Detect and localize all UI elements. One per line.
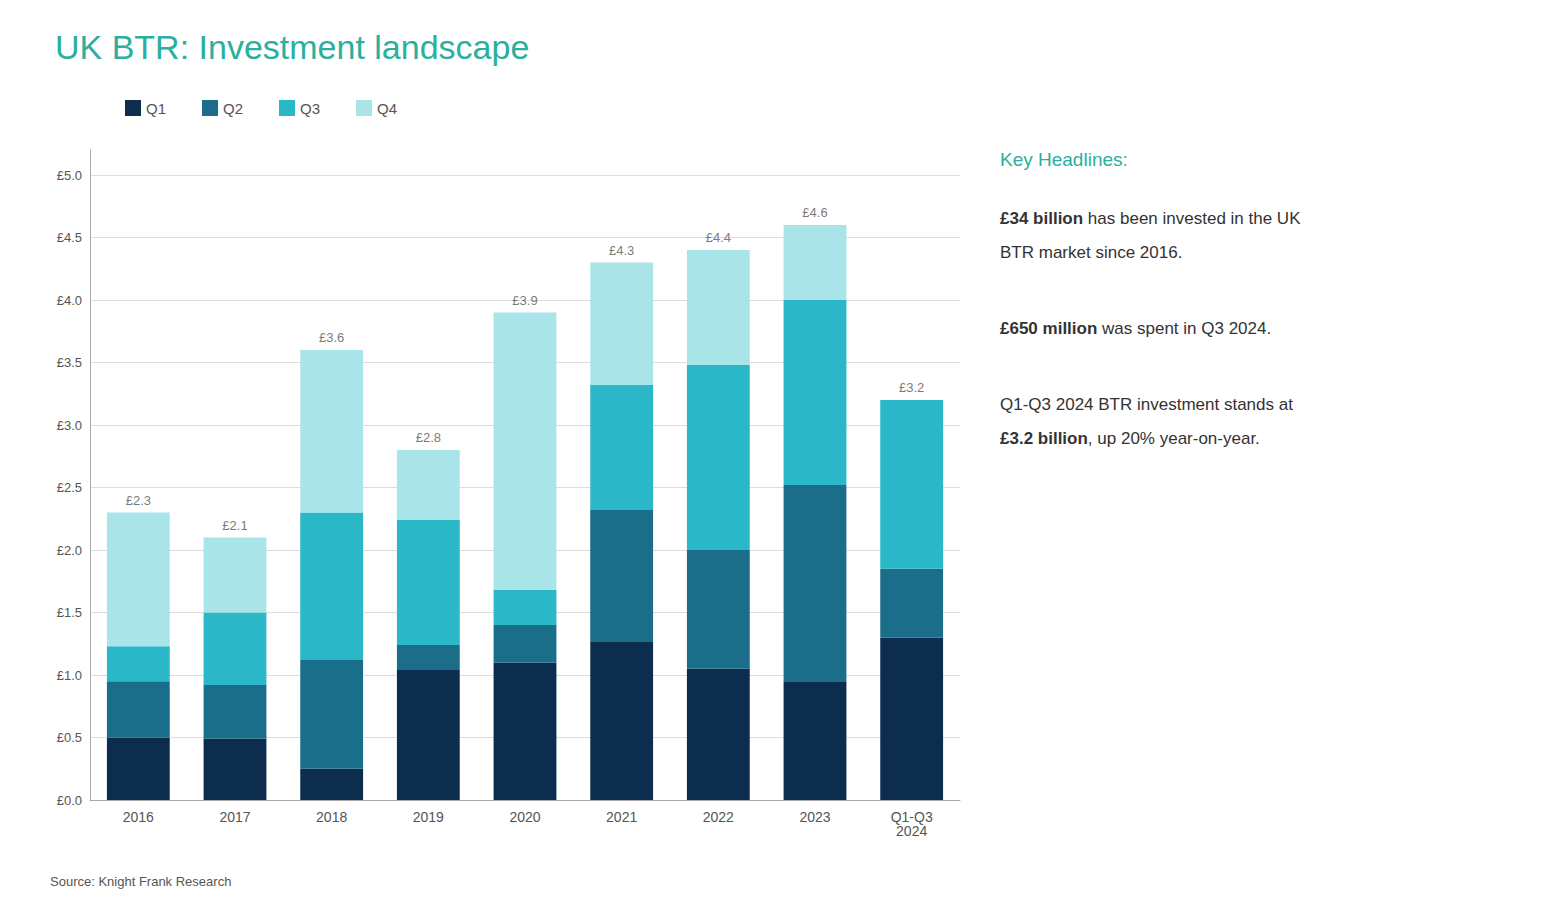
svg-text:£650 million: £650 million — [1000, 319, 1097, 338]
svg-text:£4.6: £4.6 — [802, 205, 827, 220]
svg-text:£4.4: £4.4 — [706, 230, 731, 245]
svg-text:2023: 2023 — [799, 809, 830, 825]
svg-text:£1.0: £1.0 — [57, 668, 82, 683]
svg-text:£3.2 billion: £3.2 billion — [1000, 429, 1088, 448]
svg-text:, up 20% year-on-year.: , up 20% year-on-year. — [1088, 429, 1260, 448]
svg-text:Q4: Q4 — [377, 100, 397, 117]
svg-text:Q2: Q2 — [223, 100, 243, 117]
svg-text:Source: Knight Frank Research: Source: Knight Frank Research — [50, 874, 231, 889]
svg-text:£1.5: £1.5 — [57, 605, 82, 620]
svg-text:£4.5: £4.5 — [57, 230, 82, 245]
svg-text:2016: 2016 — [123, 809, 154, 825]
svg-text:2021: 2021 — [606, 809, 637, 825]
svg-text:£2.0: £2.0 — [57, 543, 82, 558]
svg-text:2022: 2022 — [703, 809, 734, 825]
svg-text:2017: 2017 — [219, 809, 250, 825]
svg-text:UK BTR: Investment landscape: UK BTR: Investment landscape — [55, 28, 529, 66]
svg-text:Q1-Q3 2024 BTR investment stan: Q1-Q3 2024 BTR investment stands at — [1000, 395, 1293, 414]
svg-text:Q1-Q3: Q1-Q3 — [890, 809, 933, 825]
svg-text:has been invested in the UK: has been invested in the UK — [1083, 209, 1301, 228]
svg-text:£0.0: £0.0 — [57, 793, 82, 808]
svg-text:£3.5: £3.5 — [57, 355, 82, 370]
svg-text:2019: 2019 — [413, 809, 444, 825]
svg-text:£2.1: £2.1 — [222, 518, 247, 533]
svg-text:Key Headlines:: Key Headlines: — [1000, 149, 1128, 170]
svg-text:£2.5: £2.5 — [57, 480, 82, 495]
svg-text:£3.2: £3.2 — [899, 380, 924, 395]
svg-text:Q3: Q3 — [300, 100, 320, 117]
svg-text:Q1: Q1 — [146, 100, 166, 117]
svg-text:£0.5: £0.5 — [57, 730, 82, 745]
svg-text:£5.0: £5.0 — [57, 168, 82, 183]
svg-text:2024: 2024 — [896, 823, 927, 839]
svg-text:£4.0: £4.0 — [57, 293, 82, 308]
svg-text:2018: 2018 — [316, 809, 347, 825]
svg-text:BTR market since 2016.: BTR market since 2016. — [1000, 243, 1182, 262]
svg-text:£2.8: £2.8 — [416, 430, 441, 445]
svg-text:£3.6: £3.6 — [319, 330, 344, 345]
svg-text:£34 billion: £34 billion — [1000, 209, 1083, 228]
svg-text:£4.3: £4.3 — [609, 243, 634, 258]
svg-text:£2.3: £2.3 — [126, 493, 151, 508]
svg-text:2020: 2020 — [509, 809, 540, 825]
svg-text:£3.9: £3.9 — [512, 293, 537, 308]
svg-text:was spent in Q3 2024.: was spent in Q3 2024. — [1097, 319, 1271, 338]
svg-text:£3.0: £3.0 — [57, 418, 82, 433]
